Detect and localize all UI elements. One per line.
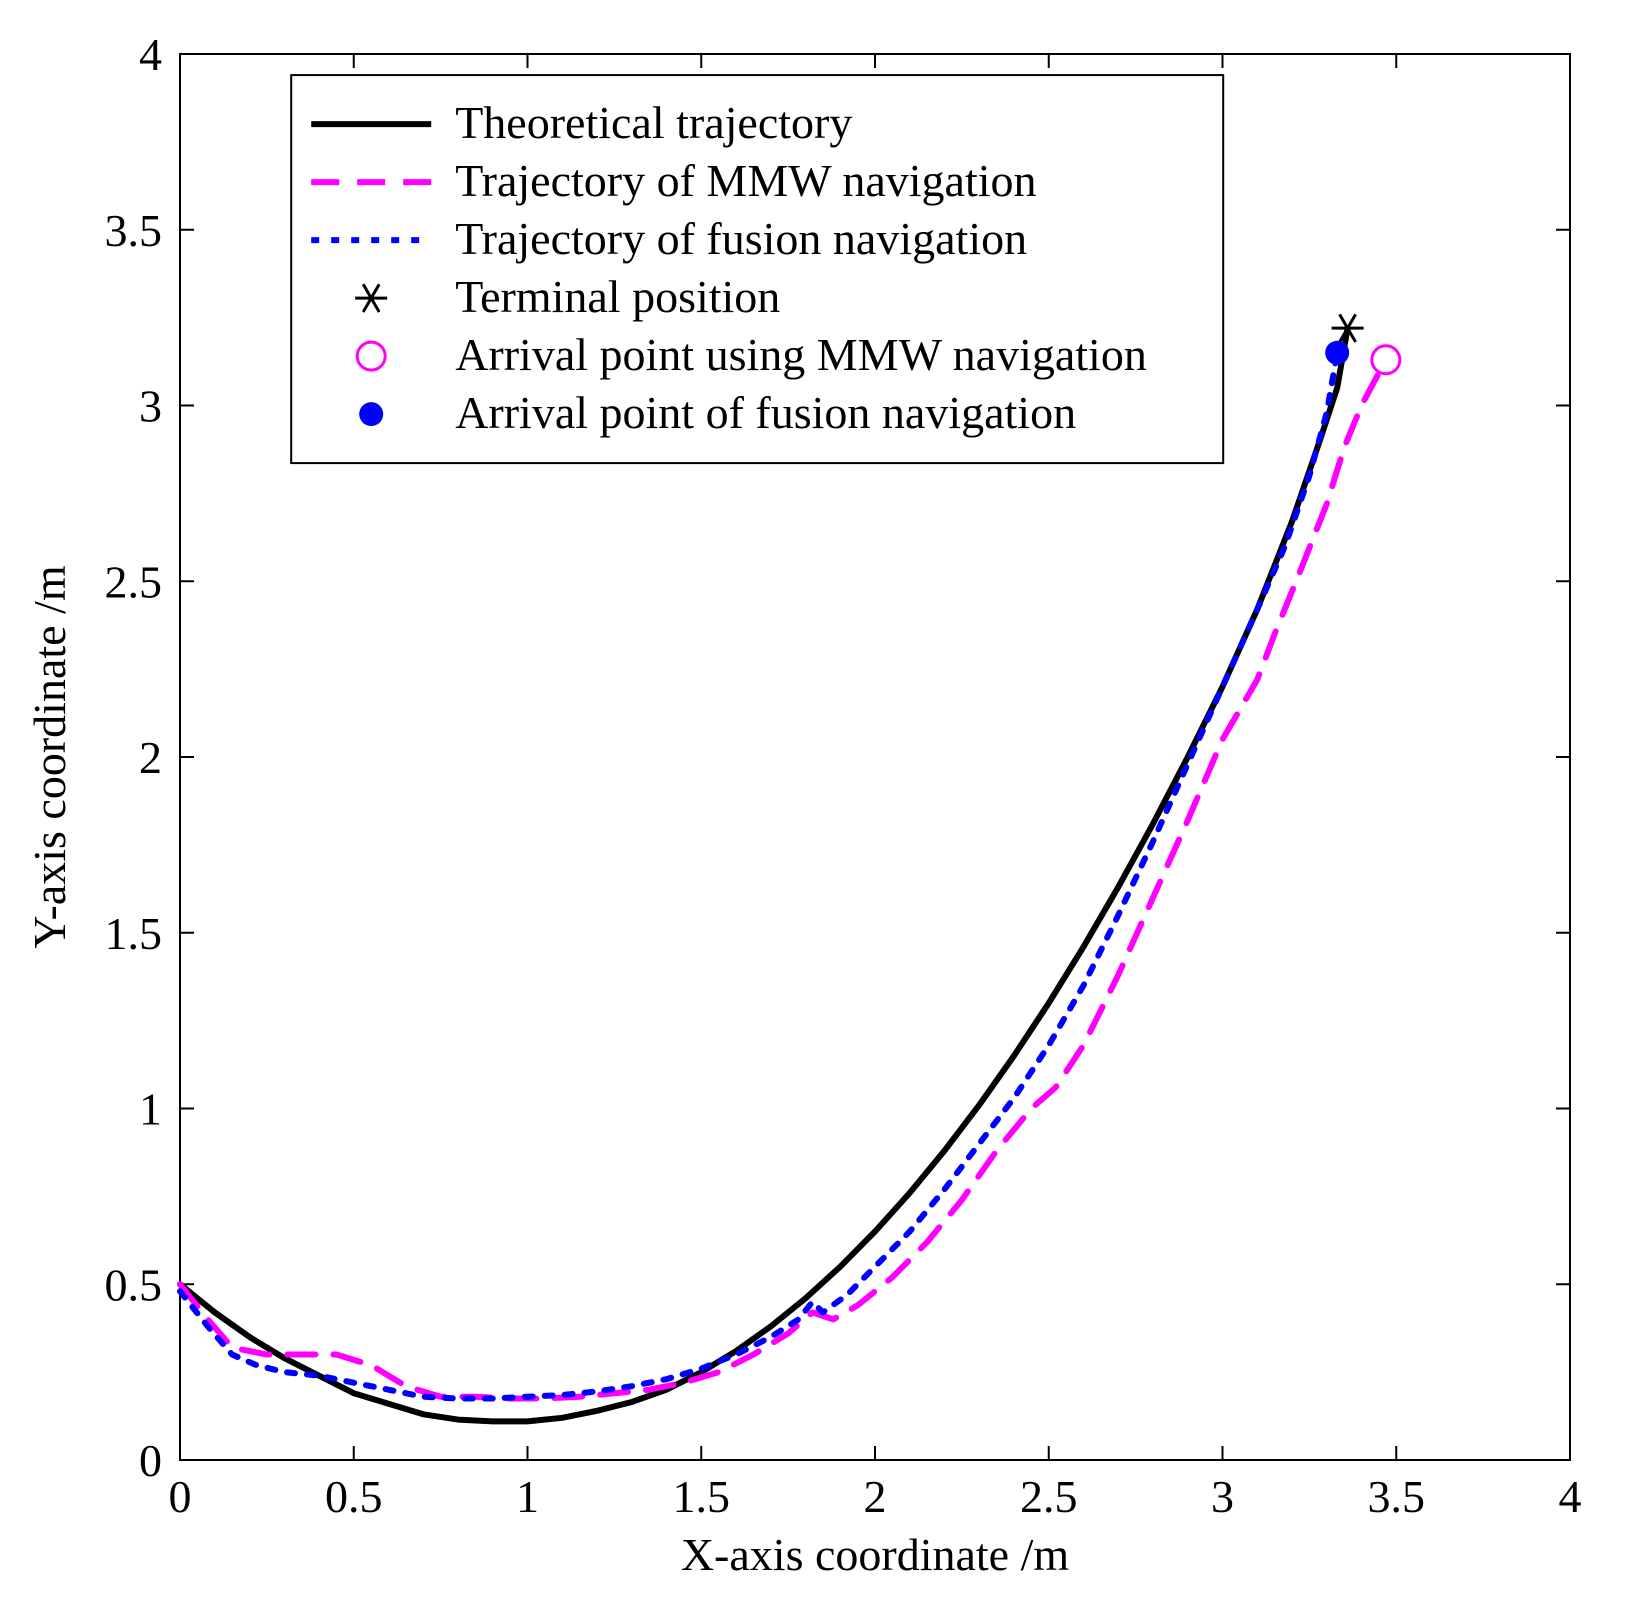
y-axis-label: Y-axis coordinate /m — [24, 565, 75, 948]
legend-label-arrival-mmw: Arrival point using MMW navigation — [455, 329, 1147, 380]
x-tick-label: 2 — [864, 1471, 887, 1522]
legend-label-terminal: Terminal position — [455, 271, 780, 322]
y-tick-label: 2.5 — [105, 556, 163, 607]
y-tick-label: 2 — [139, 732, 162, 783]
marker-arrival-fusion — [1325, 341, 1349, 365]
legend-label-theoretical: Theoretical trajectory — [455, 97, 852, 148]
y-tick-label: 1 — [139, 1084, 162, 1135]
x-tick-label: 2.5 — [1020, 1471, 1078, 1522]
legend-label-mmw: Trajectory of MMW navigation — [455, 155, 1036, 206]
x-tick-label: 3 — [1211, 1471, 1234, 1522]
x-tick-label: 1.5 — [673, 1471, 731, 1522]
y-tick-label: 1.5 — [105, 908, 163, 959]
x-tick-label: 0 — [169, 1471, 192, 1522]
y-tick-label: 0 — [139, 1435, 162, 1486]
x-tick-label: 1 — [516, 1471, 539, 1522]
trajectory-chart: 0 0.5 1 1.5 2 2.5 3 3.5 4 0 0.5 1 1.5 2 2.5 3 3.5 4 X-axis… — [0, 0, 1634, 1601]
x-tick-label: 3.5 — [1368, 1471, 1426, 1522]
legend-label-arrival-fusion: Arrival point of fusion navigation — [455, 387, 1076, 438]
y-tick-label: 3.5 — [105, 205, 163, 256]
chart-container: 0 0.5 1 1.5 2 2.5 3 3.5 4 0 0.5 1 1.5 2 2.5 3 3.5 4 X-axis… — [0, 0, 1634, 1601]
y-tick-label: 4 — [139, 29, 162, 80]
y-tick-label: 3 — [139, 381, 162, 432]
series-fusion — [180, 353, 1337, 1399]
series-mmw — [180, 360, 1386, 1399]
legend: Theoretical trajectory Trajectory of MMW … — [291, 75, 1223, 463]
x-tick-label: 0.5 — [325, 1471, 383, 1522]
x-tick-label: 4 — [1559, 1471, 1582, 1522]
marker-arrival-mmw — [1372, 346, 1400, 374]
legend-label-fusion: Trajectory of fusion navigation — [455, 213, 1027, 264]
y-tick-label: 0.5 — [105, 1259, 163, 1310]
series-theoretical — [180, 328, 1348, 1421]
marker-arrival-fusion — [359, 402, 383, 426]
x-axis-label: X-axis coordinate /m — [681, 1529, 1070, 1580]
